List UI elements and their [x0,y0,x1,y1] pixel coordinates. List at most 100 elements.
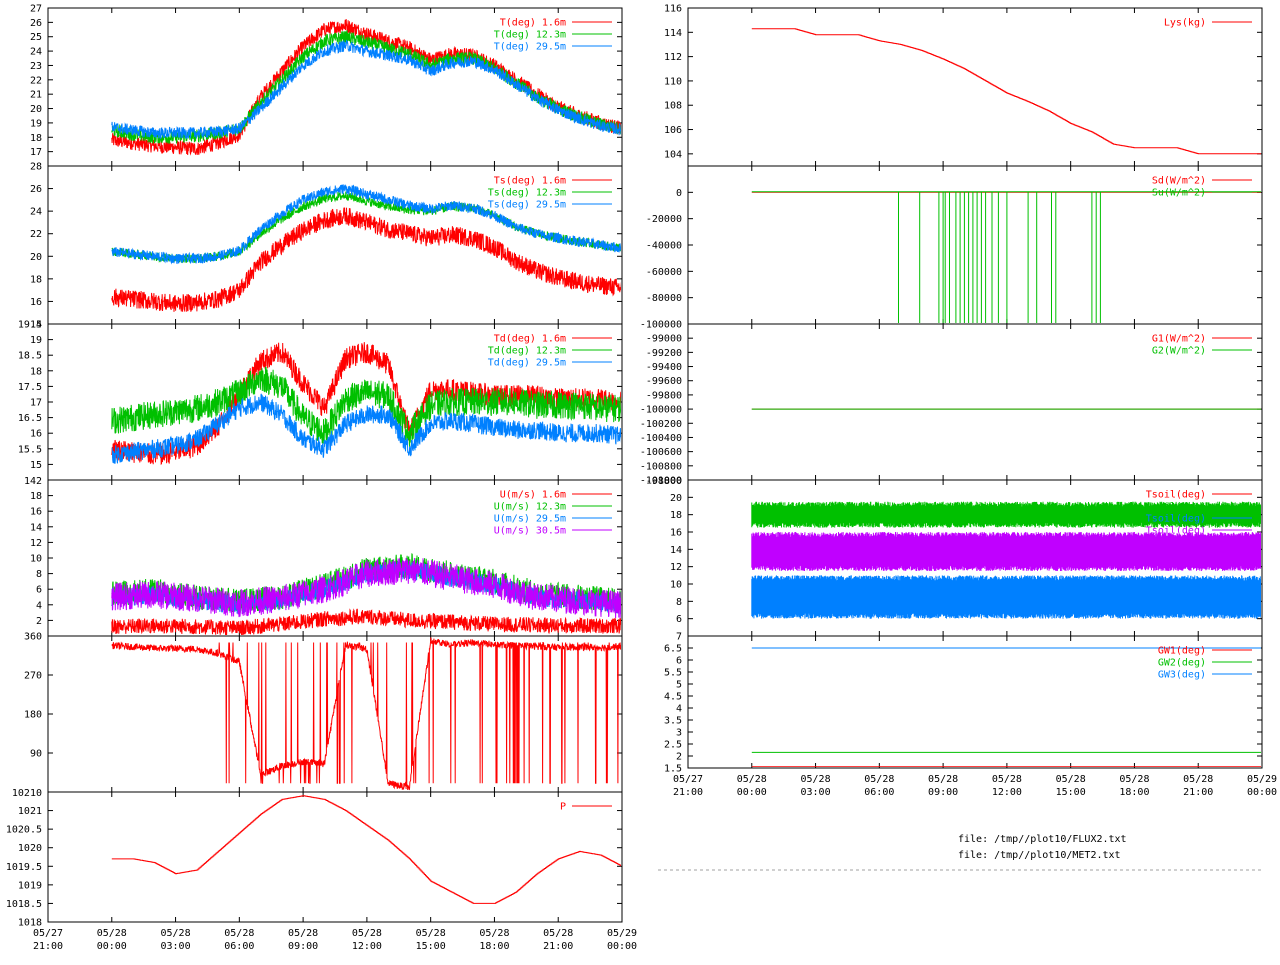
x-tick-time: 03:00 [161,941,191,952]
series-group [111,553,621,635]
legend-label: Td(deg) 12.3m [488,346,566,357]
x-tick-date: 05/28 [737,774,767,785]
met-file-label: file: /tmp//plot10/MET2.txt [958,850,1121,861]
legend-label: U(m/s) 12.3m [494,502,566,513]
legend-label: Tsoil(deg) [1146,526,1206,537]
y-tick-label: 108 [664,101,682,112]
x-tick-time: 21:00 [1183,787,1213,798]
x-tick-time: 21:00 [33,941,63,952]
x-tick-date: 05/28 [1056,774,1086,785]
legend-label: G1(W/m^2) [1152,334,1206,345]
y-tick-label: -99000 [646,334,682,345]
y-tick-label: 6 [676,656,682,667]
y-tick-label: -99200 [646,348,682,359]
y-tick-label: 21 [30,90,42,101]
x-tick-time: 03:00 [801,787,831,798]
y-tick-label: 360 [24,632,42,643]
x-tick-date: 05/27 [673,774,703,785]
y-tick-label: 1019 [18,880,42,891]
x-tick-date: 05/29 [1247,774,1277,785]
series-group [111,637,621,791]
legend-label: U(m/s) 1.6m [500,490,566,501]
y-tick-label: 24 [30,207,42,218]
y-tick-label: 20 [30,252,42,263]
y-tick-label: 8 [676,597,682,608]
y-tick-label: -80000 [646,293,682,304]
y-tick-label: -100000 [640,320,682,331]
legend-label: P [560,802,566,813]
x-tick-date: 05/28 [352,928,382,939]
legend-label: Tsoil(deg) [1146,514,1206,525]
legend-label: GW1(deg) [1158,646,1206,657]
y-tick-label: 26 [30,18,42,29]
y-tick-label: 180 [24,710,42,721]
y-tick-label: 1.5 [664,764,682,775]
y-tick-label: -98800 [646,476,682,487]
y-tick-label: 20 [30,104,42,115]
series-group [111,342,621,466]
legend-label: Su(W/m^2) [1152,188,1206,199]
y-tick-label: 270 [24,671,42,682]
y-tick-label: -100600 [640,447,682,458]
y-tick-label: 6.5 [664,644,682,655]
series-group [751,501,1261,619]
series-surface-temp-2 [111,183,621,265]
series-soil-temp-2 [751,575,1261,619]
y-tick-label: 110 [664,76,682,87]
series-group [111,19,621,156]
series-wind-direction-0 [111,637,621,791]
y-tick-label: 15.5 [18,444,42,455]
legend-label: G2(W/m^2) [1152,346,1206,357]
y-tick-label: 6 [36,585,42,596]
x-tick-time: 06:00 [864,787,894,798]
panel-groundwater: 1.522.533.544.555.566.57 GW1(deg)GW2(deg)… [664,632,1277,799]
y-tick-label: 8 [36,569,42,580]
panel-lysimeter: 104 106 108 110 112 114 116 Lys(kg) [664,4,1263,167]
y-tick-label: 4.5 [664,692,682,703]
y-tick-label: 17.5 [18,382,42,393]
y-tick-label: 24 [30,47,42,58]
series-pressure-0 [111,795,621,904]
y-tick-label: 19 [30,335,42,346]
flux-file-label: file: /tmp//plot10/FLUX2.txt [958,834,1127,845]
legend-label: U(m/s) 30.5m [494,526,566,537]
y-tick-label: -40000 [646,241,682,252]
y-tick-label: 19.5 [18,320,42,331]
x-tick-date: 05/28 [1119,774,1149,785]
y-tick-label: 26 [30,184,42,195]
y-tick-label: -99600 [646,376,682,387]
panel-wind-speed: 2 4 6 8 10 12 14 16 18 142 U(m/s) 1.6mU(m/s) 12.3m… [24,476,623,637]
y-tick-label: 112 [664,52,682,63]
y-tick-label: 1019.5 [6,862,42,873]
y-tick-label: 14 [30,522,42,533]
y-tick-label: 1018.5 [6,899,42,910]
y-tick-label: -99400 [646,362,682,373]
series-group [111,795,621,904]
x-tick-date: 05/28 [543,928,573,939]
x-tick-time: 00:00 [1247,787,1277,798]
series-dew-point-2 [111,393,621,464]
series-dew-point-1 [111,366,621,447]
y-tick-label: 20 [670,493,682,504]
legend-label: Ts(deg) 12.3m [488,188,566,199]
y-tick-label: 90 [30,749,42,760]
panel-ground-flux: -101000 -100800 -100600 -100400 -100200 -1000… [640,323,1263,487]
y-tick-label: 10 [30,554,42,565]
x-tick-date: 05/28 [928,774,958,785]
y-tick-label: 14 [30,320,42,331]
y-tick-label: 22 [30,229,42,240]
x-tick-date: 05/27 [33,928,63,939]
panel-frame [687,7,1263,167]
y-tick-label: 114 [664,28,682,39]
x-tick-date: 05/28 [864,774,894,785]
y-tick-label: 10210 [12,788,42,799]
y-tick-label: -100200 [640,419,682,430]
x-tick-time: 21:00 [673,787,703,798]
y-tick-label: 6 [676,614,682,625]
y-tick-label: 116 [664,4,682,15]
legend-label: Tsoil(deg) [1146,502,1206,513]
x-tick-time: 09:00 [288,941,318,952]
